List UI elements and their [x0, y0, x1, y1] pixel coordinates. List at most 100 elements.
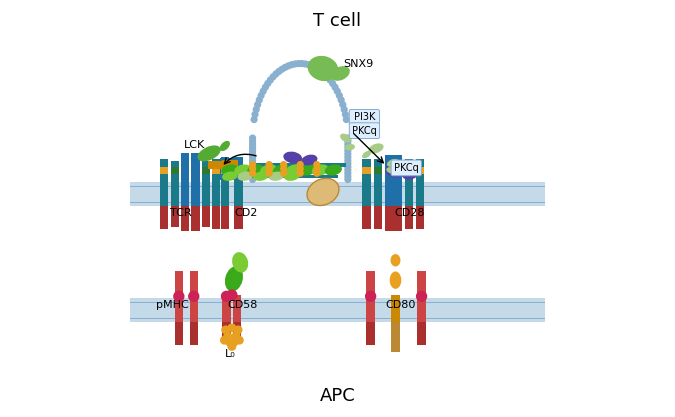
Bar	[171, 167, 179, 174]
Circle shape	[250, 158, 255, 163]
Circle shape	[281, 162, 287, 168]
Circle shape	[416, 291, 427, 301]
Ellipse shape	[308, 56, 338, 81]
FancyBboxPatch shape	[349, 123, 379, 138]
Bar	[181, 206, 189, 231]
Circle shape	[306, 62, 312, 68]
Bar	[181, 153, 189, 181]
Bar	[233, 296, 242, 298]
Circle shape	[250, 177, 255, 182]
Circle shape	[250, 166, 255, 172]
Bar	[417, 298, 426, 322]
Text: SNX9: SNX9	[343, 58, 373, 68]
Text: CD2: CD2	[234, 208, 257, 219]
Circle shape	[256, 97, 262, 103]
Bar	[171, 206, 179, 227]
Bar	[221, 167, 230, 174]
Bar	[212, 206, 220, 229]
Text: T cell: T cell	[313, 12, 362, 30]
Bar	[385, 155, 394, 181]
Circle shape	[250, 135, 255, 141]
Circle shape	[252, 111, 258, 117]
Circle shape	[261, 88, 266, 94]
Circle shape	[345, 141, 351, 147]
Bar	[181, 181, 189, 206]
Ellipse shape	[307, 178, 339, 206]
Circle shape	[325, 74, 330, 80]
Circle shape	[297, 171, 303, 176]
Circle shape	[250, 167, 255, 173]
Bar	[230, 175, 338, 178]
Bar	[234, 181, 242, 206]
Bar	[190, 298, 198, 322]
Circle shape	[345, 154, 351, 160]
Bar	[392, 322, 400, 352]
Circle shape	[338, 97, 344, 103]
Circle shape	[313, 65, 318, 70]
Circle shape	[296, 60, 302, 66]
Bar	[417, 322, 426, 345]
Bar	[160, 159, 169, 181]
Ellipse shape	[269, 171, 284, 181]
Circle shape	[302, 61, 308, 67]
Ellipse shape	[386, 167, 396, 173]
Circle shape	[315, 66, 321, 72]
Bar	[191, 206, 200, 231]
Circle shape	[345, 167, 351, 173]
Circle shape	[250, 173, 255, 179]
Bar	[221, 159, 242, 178]
Bar	[405, 159, 413, 181]
Circle shape	[232, 332, 240, 340]
Ellipse shape	[362, 151, 371, 158]
Circle shape	[282, 65, 288, 70]
Circle shape	[345, 164, 351, 170]
Bar	[221, 206, 230, 229]
Circle shape	[250, 154, 255, 160]
Bar	[416, 206, 425, 229]
Text: PKCq: PKCq	[352, 126, 377, 136]
Circle shape	[234, 326, 242, 334]
Text: PI3K: PI3K	[354, 112, 375, 122]
Bar	[202, 181, 210, 206]
Bar	[234, 206, 242, 229]
Bar	[416, 167, 425, 174]
Ellipse shape	[219, 141, 230, 151]
Circle shape	[342, 111, 348, 117]
Circle shape	[327, 77, 333, 83]
Circle shape	[292, 61, 298, 67]
Ellipse shape	[325, 164, 342, 176]
Circle shape	[250, 162, 255, 168]
Bar	[190, 271, 198, 298]
Circle shape	[189, 291, 198, 301]
Circle shape	[330, 80, 335, 86]
Bar	[220, 158, 244, 180]
Circle shape	[345, 173, 351, 179]
Bar	[209, 161, 223, 169]
Bar	[130, 181, 545, 206]
Circle shape	[250, 138, 255, 144]
Circle shape	[265, 80, 271, 86]
Circle shape	[266, 162, 272, 168]
Circle shape	[345, 170, 351, 176]
Ellipse shape	[284, 152, 302, 163]
Ellipse shape	[331, 66, 350, 81]
Ellipse shape	[284, 171, 300, 181]
Circle shape	[250, 148, 255, 154]
Circle shape	[289, 62, 295, 68]
Circle shape	[332, 84, 338, 90]
Circle shape	[279, 66, 285, 72]
Circle shape	[276, 68, 282, 74]
Ellipse shape	[312, 164, 329, 176]
Circle shape	[228, 324, 236, 332]
Bar	[416, 181, 425, 206]
Ellipse shape	[340, 133, 352, 143]
Circle shape	[345, 138, 351, 144]
Bar	[417, 271, 426, 298]
Bar	[160, 181, 169, 206]
Circle shape	[314, 162, 320, 168]
Circle shape	[227, 290, 237, 300]
Text: L₀: L₀	[224, 349, 235, 359]
Bar	[394, 206, 402, 231]
Circle shape	[345, 151, 351, 157]
Text: CD28: CD28	[394, 208, 425, 219]
